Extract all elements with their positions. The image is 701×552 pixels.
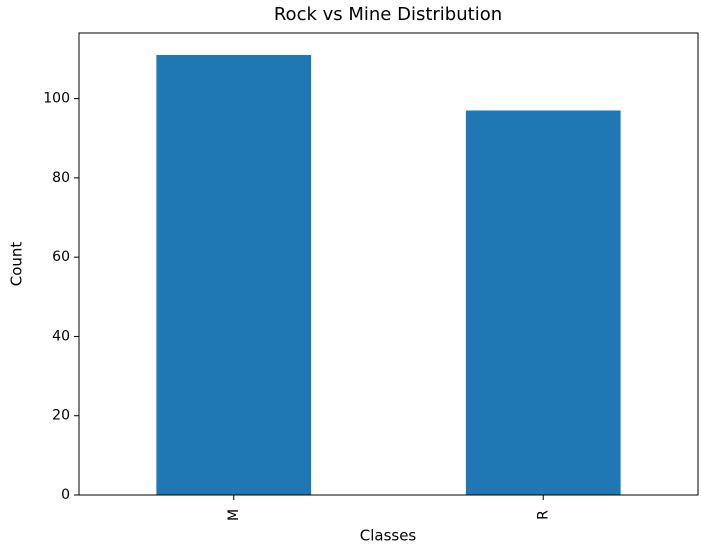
bar [156,55,312,495]
y-tick-label: 0 [61,487,70,503]
bar [465,110,621,496]
x-tick-label: R [535,510,551,520]
chart-title: Rock vs Mine Distribution [274,4,502,25]
y-tick-label: 100 [43,91,70,107]
y-tick-label: 20 [52,408,70,424]
y-tick-label: 80 [52,170,70,186]
y-tick-label: 60 [52,249,70,265]
y-tick-label: 40 [52,328,70,344]
x-tick-label: M [226,509,242,521]
x-axis-label: Classes [360,527,417,545]
y-axis-label: Count [8,242,26,287]
plot-frame [78,32,699,496]
